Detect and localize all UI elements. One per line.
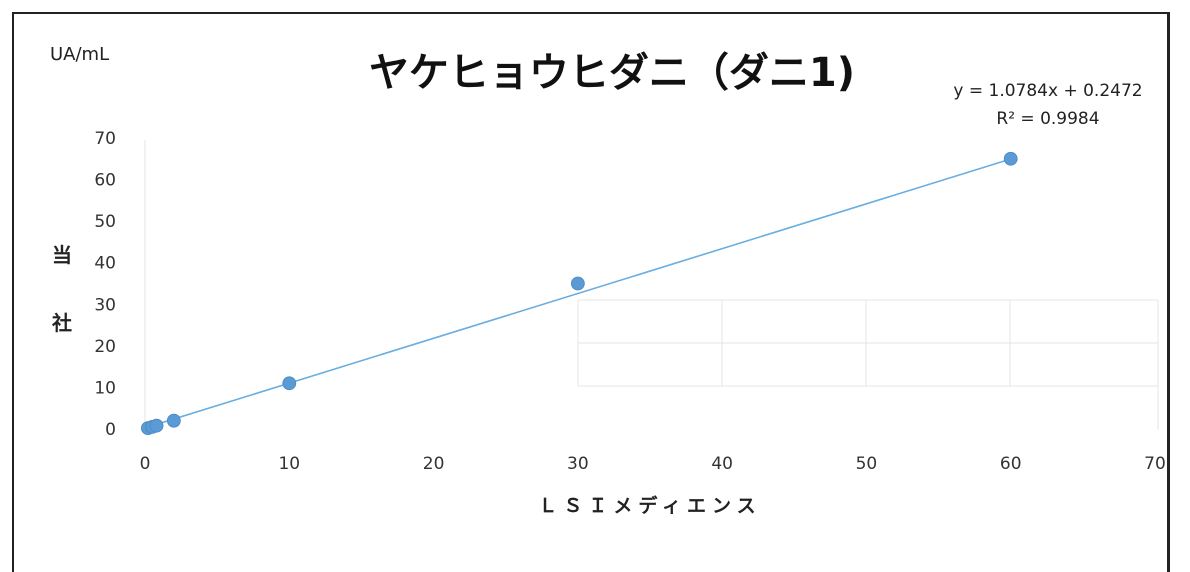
- data-points: [140, 151, 1018, 436]
- faint-grid-artifacts: [144, 140, 1159, 430]
- y-tick-label: 0: [105, 420, 116, 440]
- data-point: [1003, 151, 1018, 166]
- trendline-r-squared: R² = 0.9984: [996, 109, 1099, 129]
- chart-title: ヤケヒョウヒダニ（ダニ1): [369, 50, 855, 96]
- x-tick-label: 40: [711, 454, 733, 474]
- y-axis-label-char-1: 当: [52, 243, 72, 267]
- x-tick-label: 0: [140, 454, 151, 474]
- data-point: [166, 413, 181, 428]
- trendline-layer: [147, 158, 1011, 428]
- y-tick-label: 60: [94, 171, 116, 191]
- y-tick-label: 20: [94, 337, 116, 357]
- x-tick-label: 60: [1000, 454, 1022, 474]
- data-point: [149, 418, 164, 433]
- x-tick-label: 30: [567, 454, 589, 474]
- y-tick-label: 30: [94, 295, 116, 315]
- trendline: [147, 158, 1011, 428]
- x-tick-label: 10: [278, 454, 300, 474]
- y-unit-label: UA/mL: [50, 44, 109, 65]
- y-tick-labels: 0 10 20 30 40 50 60 70: [94, 129, 116, 440]
- x-tick-label: 50: [856, 454, 878, 474]
- y-axis-label-char-2: 社: [51, 311, 72, 335]
- y-tick-label: 70: [94, 129, 116, 149]
- x-axis-label: ＬＳＩメディエンス: [538, 494, 761, 517]
- trendline-equation: y = 1.0784x + 0.2472: [953, 81, 1142, 101]
- data-point: [570, 276, 585, 291]
- y-tick-label: 10: [94, 378, 116, 398]
- y-tick-label: 50: [94, 212, 116, 232]
- scatter-chart: ヤケヒョウヒダニ（ダニ1) UA/mL 当 社 ＬＳＩメディエンス y = 1.…: [50, 44, 1166, 517]
- x-tick-label: 20: [423, 454, 445, 474]
- x-tick-labels: 0 10 20 30 40 50 60 70: [140, 454, 1166, 474]
- y-tick-label: 40: [94, 254, 116, 274]
- data-point: [282, 376, 297, 391]
- x-tick-label: 70: [1144, 454, 1166, 474]
- chart-frame: [12, 12, 1170, 572]
